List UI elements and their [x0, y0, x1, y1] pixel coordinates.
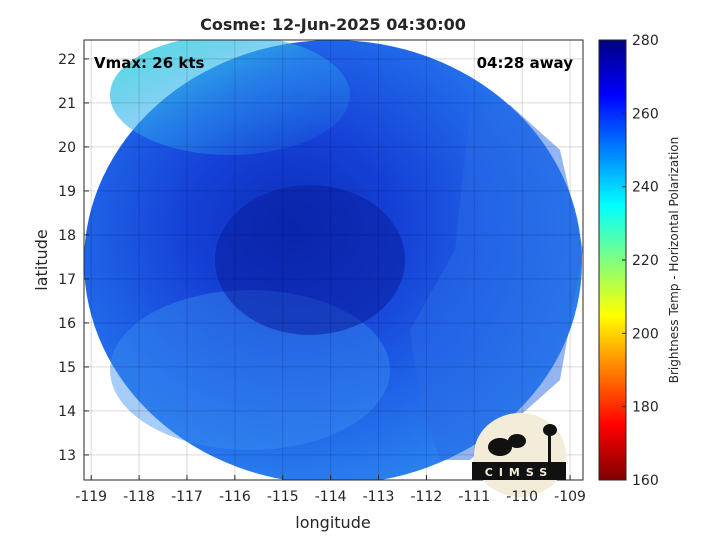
x-tick-label: -110	[506, 489, 538, 505]
chart-title: Cosme: 12-Jun-2025 04:30:00	[200, 15, 466, 34]
y-tick-label: 19	[58, 184, 76, 200]
colorbar-tick-label: 280	[632, 33, 659, 49]
colorbar-tick-label: 260	[632, 106, 659, 122]
x-tick-label: -115	[267, 489, 299, 505]
colorbar-tick-label: 200	[632, 326, 659, 342]
y-tick-label: 17	[58, 272, 76, 288]
x-tick-label: -114	[315, 489, 347, 505]
x-tick-label: -119	[75, 489, 107, 505]
colorbar-tick-label: 220	[632, 253, 659, 269]
y-tick-label: 15	[58, 360, 76, 376]
axes-box	[83, 39, 584, 481]
axes	[84, 40, 583, 480]
colorbar-tick-label: 180	[632, 400, 659, 416]
cimss-logo: CIMSS	[472, 413, 566, 497]
logo-text: CIMSS	[485, 466, 553, 479]
y-tick-label: 21	[58, 96, 76, 112]
y-tick-label: 18	[58, 228, 76, 244]
satellite-image	[84, 40, 583, 480]
x-tick-label: -118	[123, 489, 155, 505]
colorbar-tick-label: 160	[632, 473, 659, 489]
x-tick-label: -116	[219, 489, 251, 505]
x-tick-label: -113	[363, 489, 395, 505]
annotation: 04:28 away	[477, 54, 574, 72]
y-tick-label: 14	[58, 404, 76, 420]
y-tick-label: 13	[58, 448, 76, 464]
y-tick-label: 16	[58, 316, 76, 332]
y-tick-label: 20	[58, 140, 76, 156]
y-axis-label: latitude	[32, 229, 51, 290]
y-tick-label: 22	[58, 52, 76, 68]
colorbar-tick-label: 240	[632, 180, 659, 196]
x-tick-label: -111	[458, 489, 490, 505]
x-tick-label: -109	[554, 489, 586, 505]
colorbar	[598, 39, 627, 481]
x-axis-label: longitude	[295, 513, 370, 532]
x-tick-label: -112	[411, 489, 443, 505]
colorbar-label: Brightness Temp - Horizontal Polarizatio…	[667, 137, 681, 384]
annotation: Vmax: 26 kts	[94, 54, 204, 72]
x-tick-label: -117	[171, 489, 203, 505]
